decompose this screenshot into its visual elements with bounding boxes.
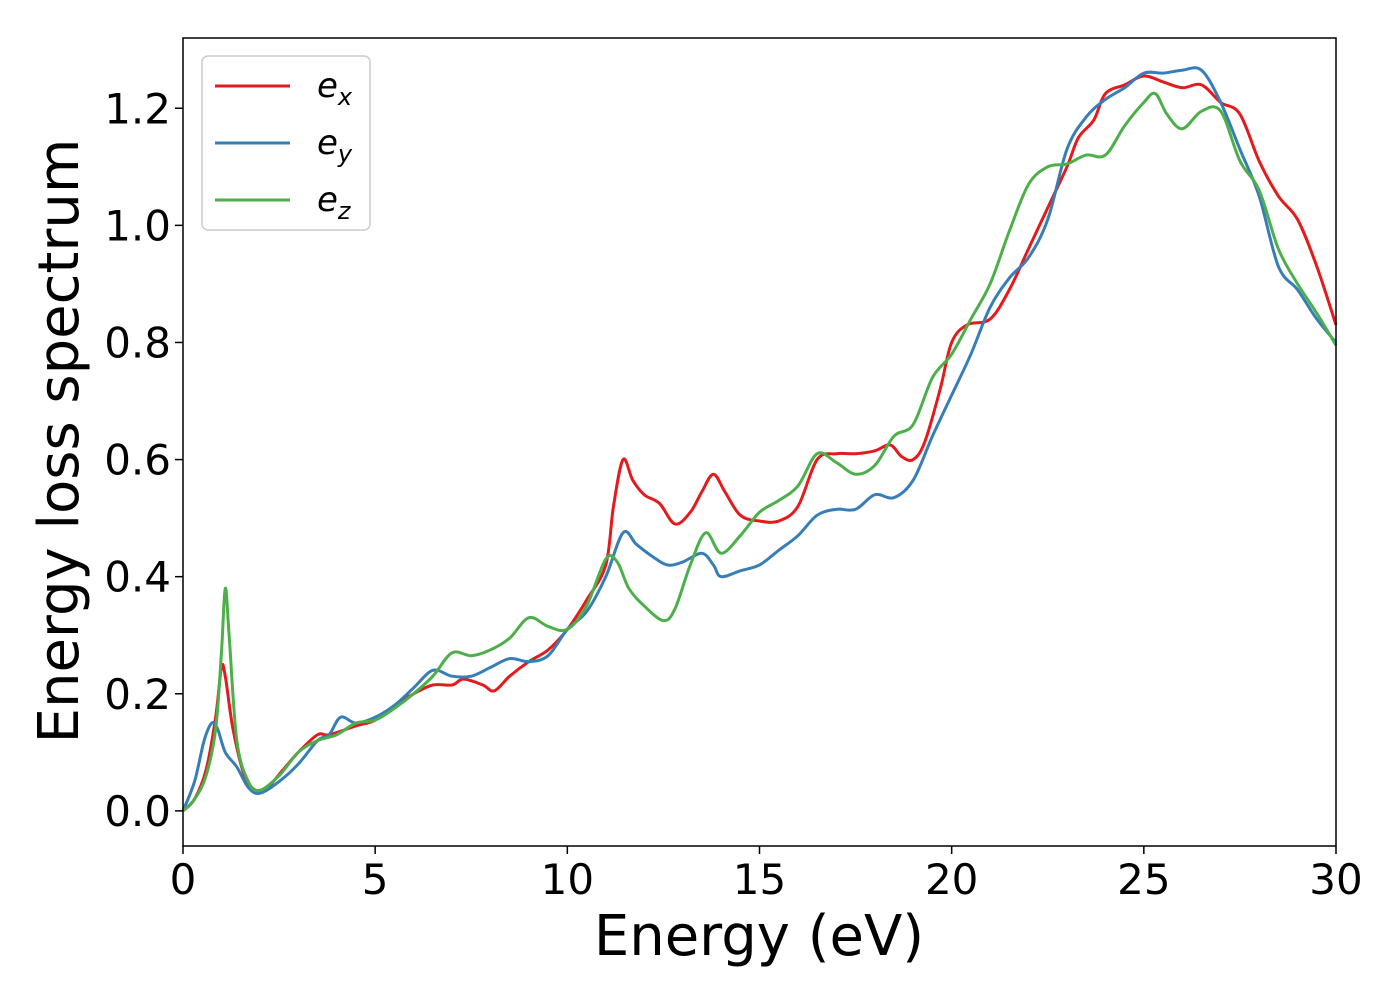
y-tick-label: 0.4 (104, 553, 171, 602)
legend: ex ey ez (201, 55, 371, 231)
x-axis-label: Energy (eV) (594, 904, 924, 969)
y-axis-ticks: 0.0 0.2 0.4 0.6 0.8 1.0 1.2 (104, 84, 183, 836)
x-tick-label: 0 (170, 855, 197, 904)
y-tick-label: 0.2 (104, 670, 171, 719)
x-tick-label: 25 (1117, 855, 1170, 904)
x-axis-ticks: 0 5 10 15 20 25 30 (170, 846, 1363, 904)
x-tick-label: 30 (1309, 855, 1362, 904)
x-tick-label: 10 (541, 855, 594, 904)
series-line-x (181, 74, 1338, 812)
legend-label-y: ey (317, 123, 353, 168)
y-tick-label: 1.2 (104, 84, 171, 133)
y-axis-label: Energy loss spectrum (27, 139, 92, 744)
y-tick-label: 1.0 (104, 201, 171, 250)
plot-lines (181, 66, 1338, 812)
y-tick-label: 0.8 (104, 318, 171, 367)
series-line-z (181, 91, 1338, 812)
legend-label-z: ez (317, 180, 352, 225)
x-tick-label: 15 (733, 855, 786, 904)
x-tick-label: 5 (362, 855, 389, 904)
x-tick-label: 20 (925, 855, 978, 904)
y-tick-label: 0.0 (104, 787, 171, 836)
legend-label-x: ex (317, 66, 353, 111)
y-tick-label: 0.6 (104, 436, 171, 485)
